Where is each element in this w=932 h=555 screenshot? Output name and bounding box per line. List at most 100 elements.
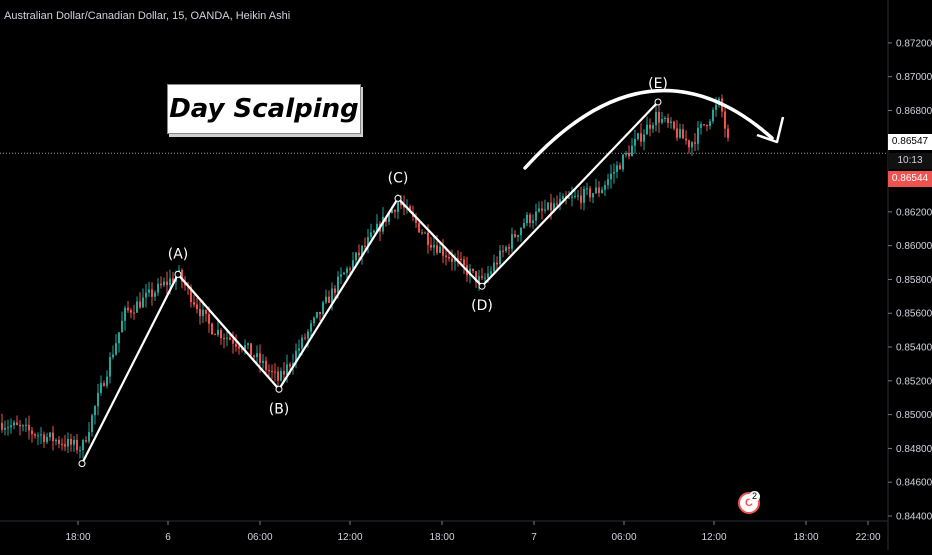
candle-body [670, 121, 672, 124]
wave-point [654, 98, 662, 106]
candle-body [646, 124, 648, 135]
candle-body [424, 232, 426, 234]
candle-body [601, 189, 603, 193]
candle-body [148, 289, 150, 293]
candle-body [265, 360, 267, 370]
candle-body [415, 216, 417, 223]
candle-body [334, 288, 336, 293]
wave-label: (B) [269, 401, 290, 417]
candle-body [322, 302, 324, 315]
candle-body [355, 252, 357, 261]
candle-body [559, 199, 561, 205]
candle-body [661, 119, 663, 123]
y-tick-label: 0.85200 [896, 376, 932, 387]
candle-body [64, 444, 66, 447]
candle-body [358, 252, 360, 256]
candle-body [673, 121, 675, 129]
wave-path [81, 101, 659, 465]
candle-body [103, 383, 105, 386]
candle-body [463, 259, 465, 266]
candle-body [688, 140, 690, 148]
candle-body [19, 424, 21, 427]
candle-body [364, 245, 366, 247]
y-tick-label: 0.86200 [896, 207, 932, 218]
candle-body [349, 268, 351, 270]
candle-body [442, 246, 444, 256]
candle-body [58, 439, 60, 444]
candle-body [577, 195, 579, 197]
candle-body [445, 255, 447, 257]
candle-body [691, 142, 693, 148]
candle-body [391, 210, 393, 213]
x-tick-label: 6 [165, 532, 171, 543]
candle-body [451, 258, 453, 262]
candle-body [532, 220, 534, 224]
candle-body [484, 277, 486, 279]
candle-body [4, 427, 6, 430]
candle-body [538, 208, 540, 212]
candle-body [130, 310, 132, 313]
candle-body [133, 312, 135, 314]
candle-body [223, 338, 225, 340]
candle-body [118, 332, 120, 344]
candle-body [727, 128, 729, 138]
candle-body [94, 406, 96, 416]
candle-body [652, 125, 654, 129]
candle-body [589, 188, 591, 198]
candle-body [610, 173, 612, 180]
candle-body [79, 450, 81, 452]
candle-body [634, 139, 636, 146]
candle-body [613, 171, 615, 174]
candle-body [505, 246, 507, 251]
candle-body [43, 434, 45, 443]
y-tick-label: 0.85600 [896, 309, 932, 320]
candle-body [127, 307, 129, 311]
candle-body [493, 262, 495, 272]
candle-body [22, 425, 24, 427]
candle-body [25, 424, 27, 426]
candle-body [619, 165, 621, 170]
y-tick-label: 0.84400 [896, 512, 932, 523]
candle-body [208, 314, 210, 324]
candle-body [220, 329, 222, 339]
candle-body [376, 223, 378, 231]
y-tick-label: 0.86800 [896, 106, 932, 117]
candle-body [394, 210, 396, 212]
x-tick-label: 18:00 [429, 532, 454, 543]
candle-body [715, 104, 717, 110]
candle-body [562, 196, 564, 200]
candle-body [556, 203, 558, 205]
candle-body [637, 133, 639, 140]
candle-body [490, 271, 492, 274]
candle-body [67, 439, 69, 447]
candle-body [310, 323, 312, 332]
candle-body [211, 323, 213, 335]
candle-body [607, 179, 609, 186]
candle-body [487, 273, 489, 278]
candle-body [622, 154, 624, 170]
candle-body [301, 337, 303, 349]
candle-body [346, 268, 348, 273]
candle-body [703, 124, 705, 126]
candle-body [511, 234, 513, 249]
candle-body [628, 153, 630, 157]
candle-body [514, 234, 516, 237]
candle-body [214, 334, 216, 336]
y-tick-label: 0.85800 [896, 275, 932, 286]
logo-badge: 2 [749, 491, 760, 502]
candle-body [91, 415, 93, 433]
candle-body [316, 311, 318, 318]
candle-body [7, 427, 9, 429]
y-tick-label: 0.87200 [896, 38, 932, 49]
candle-body [256, 353, 258, 358]
candle-body [679, 129, 681, 138]
candle-body [580, 195, 582, 203]
candle-body [298, 348, 300, 351]
x-tick-label: 12:00 [701, 532, 726, 543]
candle-body [292, 362, 294, 367]
candle-body [694, 142, 696, 144]
wave-point [394, 194, 402, 202]
candle-body [262, 360, 264, 363]
